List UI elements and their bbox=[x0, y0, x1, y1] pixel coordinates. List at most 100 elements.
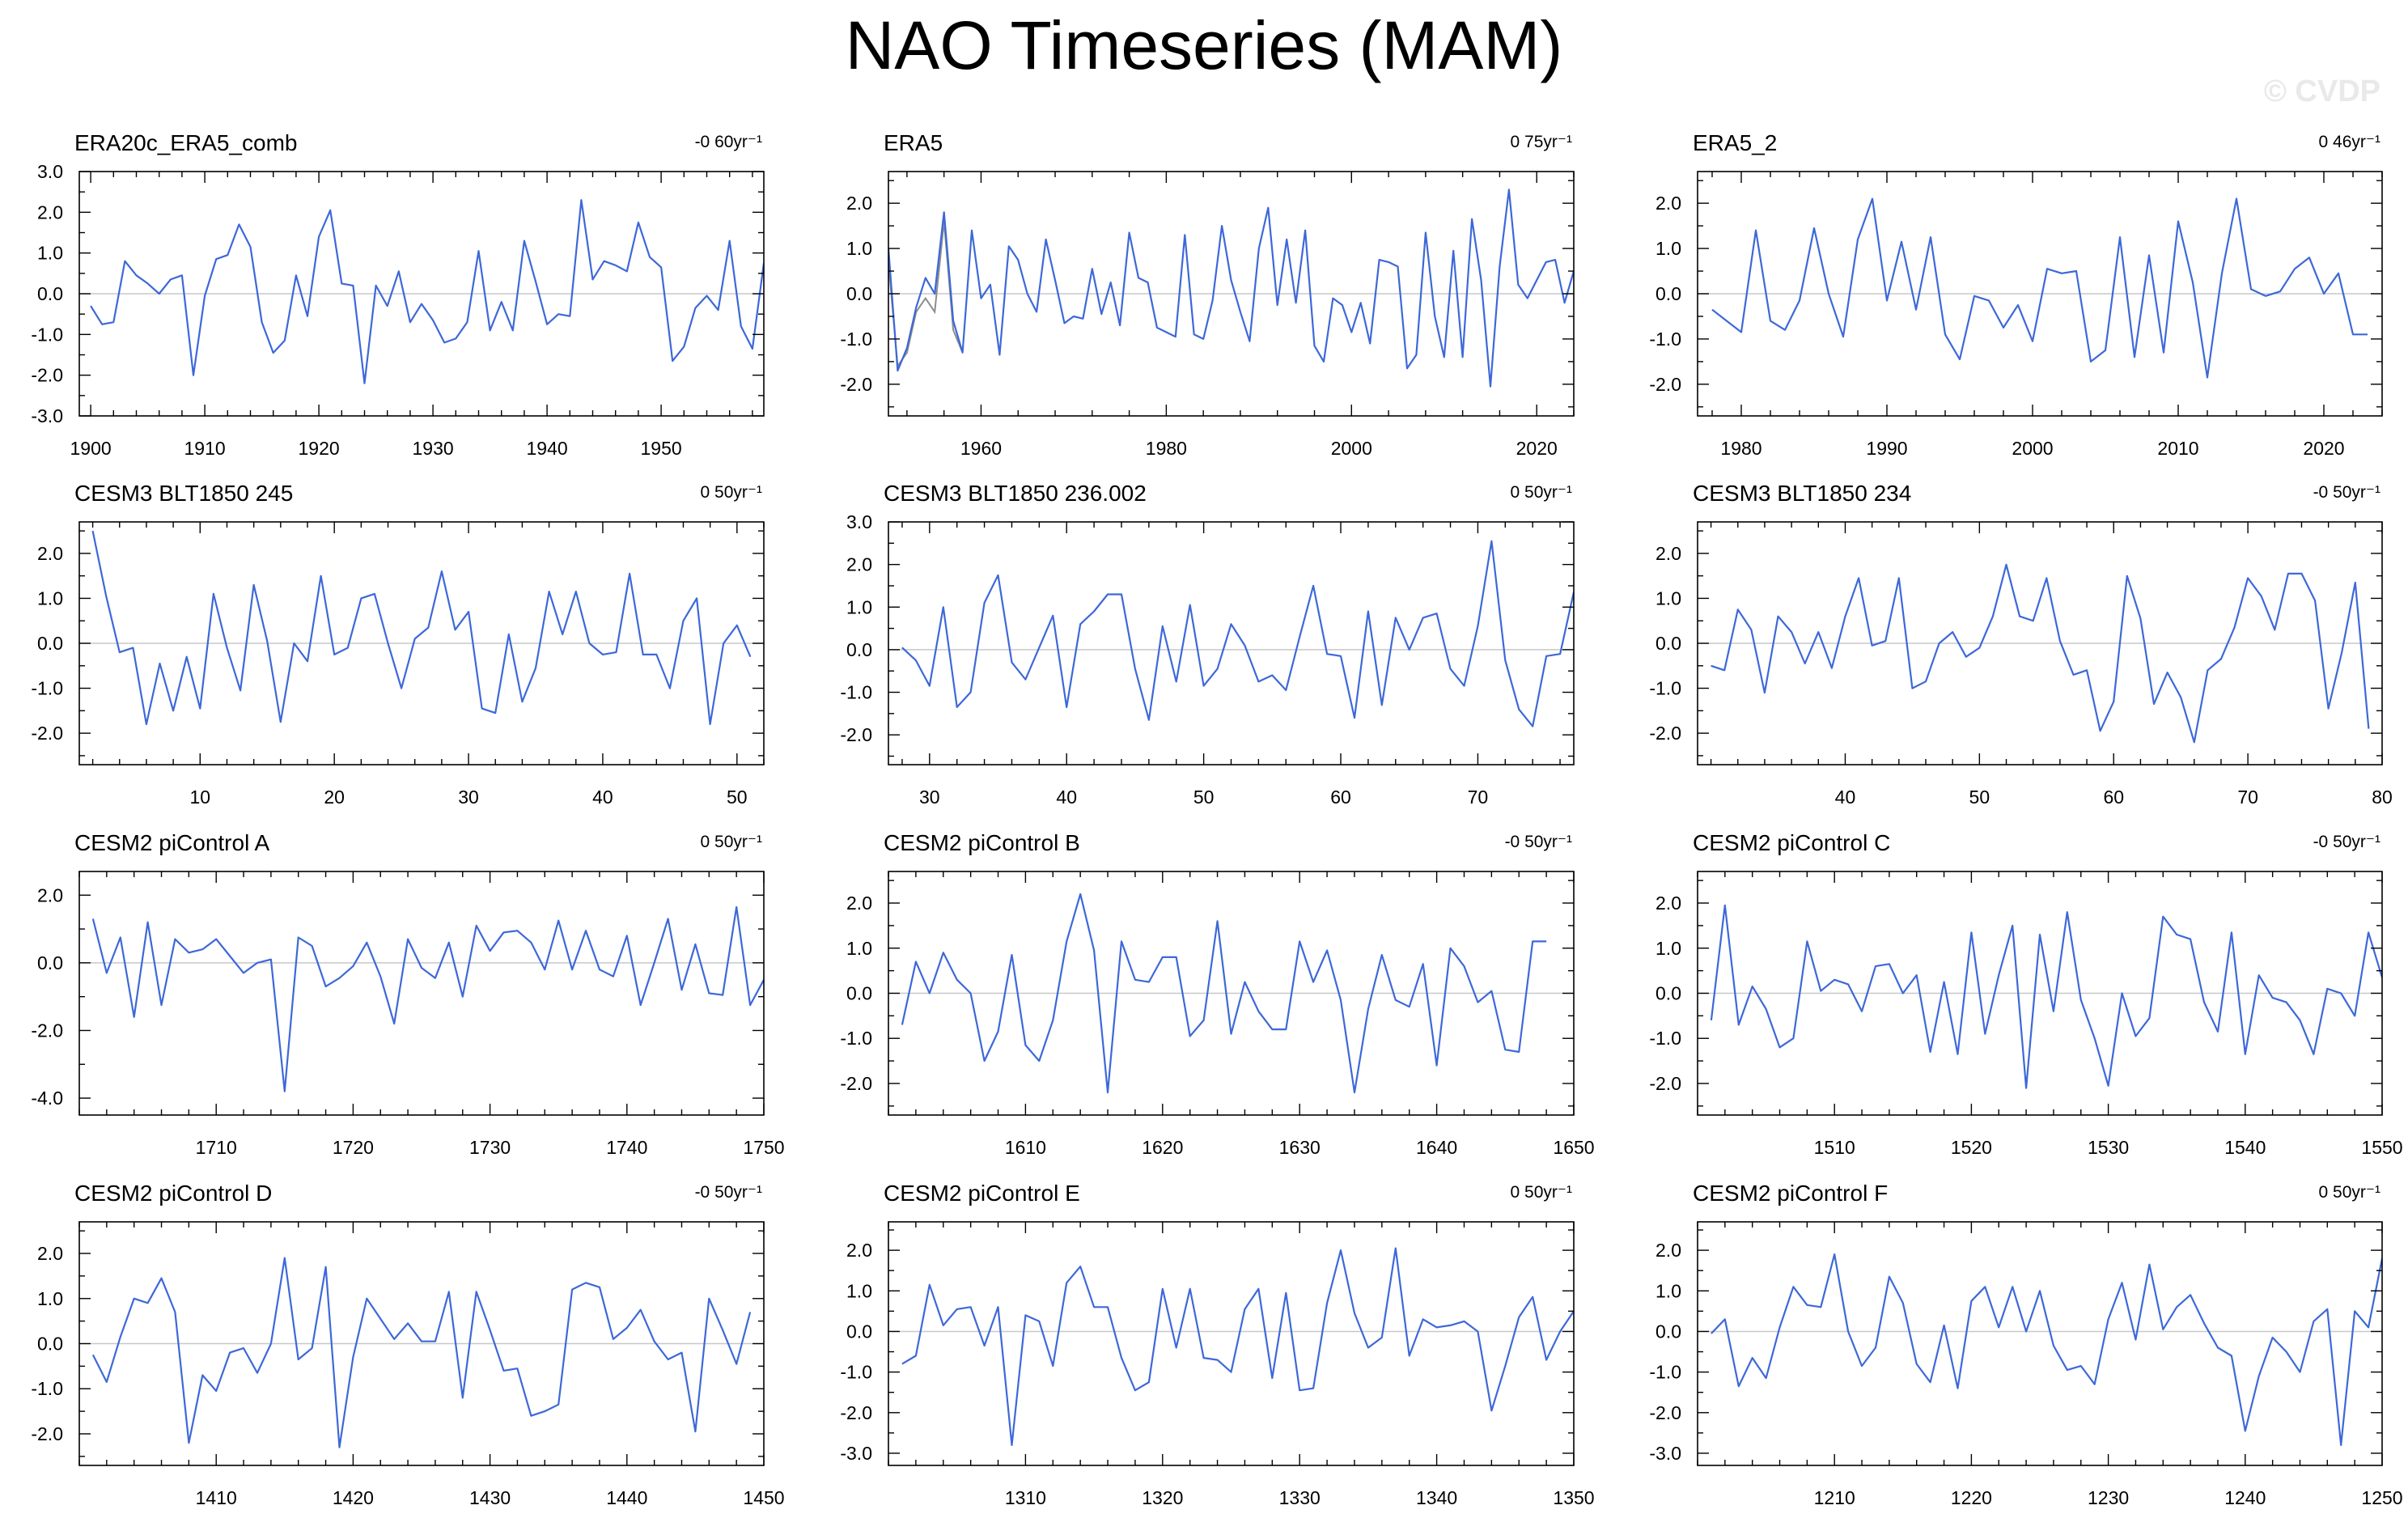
x-tick-label: 1910 bbox=[184, 438, 226, 459]
y-tick-label: 1.0 bbox=[846, 238, 872, 259]
y-tick-label: 2.0 bbox=[1656, 543, 1681, 564]
y-tick-label: -1.0 bbox=[31, 324, 63, 345]
x-tick-label: 1990 bbox=[1866, 438, 1907, 459]
panel-trend: 0 46yr⁻¹ bbox=[2319, 133, 2380, 151]
x-tick-label: 1720 bbox=[333, 1137, 374, 1158]
x-tick-label: 1540 bbox=[2224, 1137, 2266, 1158]
y-tick-label: 3.0 bbox=[37, 161, 63, 182]
y-tick-label: 2.0 bbox=[37, 201, 63, 223]
nao-series-line bbox=[901, 540, 1574, 727]
nao-series-line bbox=[90, 199, 764, 384]
y-tick-label: -4.0 bbox=[31, 1088, 63, 1109]
x-tick-label: 1710 bbox=[196, 1137, 237, 1158]
x-tick-label: 2000 bbox=[1331, 438, 1372, 459]
panel-title: CESM2 piControl D bbox=[74, 1181, 272, 1206]
panel-8: 2.0 1.0 0.0 -1.0 -2.0 1610 1620 1630 1640 1650 CES… bbox=[840, 830, 1594, 1158]
panel-4: 2.0 1.0 0.0 -1.0 -2.0 10 20 30 40 50 CESM3 BLT1850… bbox=[31, 481, 765, 808]
y-tick-label: 2.0 bbox=[846, 193, 872, 214]
panel-5: 3.0 2.0 1.0 0.0 -1.0 -2.0 30 40 50 60 70 CESM3 BLT1… bbox=[840, 481, 1575, 808]
panel-title: CESM2 piControl A bbox=[74, 830, 270, 855]
x-tick-label: 2020 bbox=[1516, 438, 1558, 459]
y-tick-label: -3.0 bbox=[840, 1443, 872, 1464]
panel-trend: -0 50yr⁻¹ bbox=[695, 1183, 762, 1202]
y-tick-label: -2.0 bbox=[31, 1423, 63, 1444]
x-tick-label: 2020 bbox=[2303, 438, 2344, 459]
x-tick-label: 1240 bbox=[2224, 1487, 2266, 1508]
y-tick-label: -2.0 bbox=[1649, 1073, 1681, 1094]
y-tick-label: 1.0 bbox=[846, 938, 872, 959]
panel-trend: 0 50yr⁻¹ bbox=[1511, 483, 1572, 502]
x-tick-label: 50 bbox=[727, 787, 748, 808]
x-tick-label: 1220 bbox=[1951, 1487, 1992, 1508]
x-tick-label: 1630 bbox=[1279, 1137, 1321, 1158]
y-tick-label: 0.0 bbox=[846, 983, 872, 1004]
y-tick-label: 2.0 bbox=[846, 554, 872, 575]
x-tick-label: 1750 bbox=[743, 1137, 784, 1158]
x-tick-label: 2000 bbox=[2012, 438, 2053, 459]
x-tick-label: 1930 bbox=[413, 438, 454, 459]
x-tick-label: 1650 bbox=[1553, 1137, 1594, 1158]
y-tick-label: -2.0 bbox=[1649, 723, 1681, 744]
x-tick-label: 80 bbox=[2372, 787, 2393, 808]
panel-trend: 0 50yr⁻¹ bbox=[701, 483, 762, 502]
panel-trend: -0 60yr⁻¹ bbox=[695, 133, 762, 151]
y-tick-label: -2.0 bbox=[1649, 1402, 1681, 1423]
panel-title: CESM2 piControl B bbox=[884, 830, 1080, 855]
panel-title: CESM2 piControl C bbox=[1693, 830, 1890, 855]
panel-title: CESM2 piControl E bbox=[884, 1181, 1080, 1206]
y-tick-label: 1.0 bbox=[846, 1280, 872, 1301]
x-tick-label: 1550 bbox=[2361, 1137, 2402, 1158]
x-tick-label: 60 bbox=[2103, 787, 2124, 808]
plot-frame bbox=[888, 521, 1575, 765]
panel-trend: -0 50yr⁻¹ bbox=[2313, 833, 2380, 851]
y-tick-label: 0.0 bbox=[1656, 1321, 1681, 1342]
y-tick-label: 0.0 bbox=[846, 283, 872, 304]
y-tick-label: 2.0 bbox=[37, 543, 63, 564]
x-tick-label: 1640 bbox=[1416, 1137, 1457, 1158]
x-tick-label: 1620 bbox=[1142, 1137, 1183, 1158]
x-tick-label: 1920 bbox=[299, 438, 340, 459]
x-tick-label: 60 bbox=[1330, 787, 1351, 808]
panel-title: CESM3 BLT1850 245 bbox=[74, 481, 293, 506]
y-tick-label: 3.0 bbox=[846, 511, 872, 532]
x-tick-label: 1210 bbox=[1814, 1487, 1855, 1508]
y-tick-label: 1.0 bbox=[846, 596, 872, 617]
x-tick-label: 1310 bbox=[1005, 1487, 1046, 1508]
panel-trend: 0 50yr⁻¹ bbox=[701, 833, 762, 851]
y-tick-label: 0.0 bbox=[37, 1334, 63, 1355]
y-tick-label: -1.0 bbox=[840, 1028, 872, 1049]
y-tick-label: 1.0 bbox=[1656, 938, 1681, 959]
y-tick-label: 1.0 bbox=[1656, 587, 1681, 608]
x-tick-label: 30 bbox=[919, 787, 940, 808]
y-tick-label: 1.0 bbox=[37, 587, 63, 608]
nao-series-line bbox=[1710, 904, 2382, 1089]
y-tick-label: -3.0 bbox=[31, 405, 63, 426]
nao-series-line bbox=[91, 905, 764, 1092]
x-tick-label: 50 bbox=[1193, 787, 1215, 808]
y-tick-label: -2.0 bbox=[840, 374, 872, 395]
panel-3: 2.0 1.0 0.0 -1.0 -2.0 1980 1990 2000 2010 2020 ERA… bbox=[1649, 130, 2383, 459]
panel-7: 2.0 0.0 -2.0 -4.0 1710 1720 1730 1740 1750 CESM2 … bbox=[31, 830, 784, 1158]
panel-11: 2.0 1.0 0.0 -1.0 -2.0 -3.0 1310 1320 1330 1340 135… bbox=[840, 1181, 1594, 1508]
x-tick-label: 1320 bbox=[1142, 1487, 1183, 1508]
x-tick-label: 30 bbox=[458, 787, 479, 808]
y-tick-label: -2.0 bbox=[1649, 374, 1681, 395]
y-tick-label: 0.0 bbox=[37, 283, 63, 304]
y-tick-label: 0.0 bbox=[1656, 283, 1681, 304]
panel-title: ERA5 bbox=[884, 130, 943, 155]
y-tick-label: 1.0 bbox=[37, 243, 63, 264]
y-tick-label: 2.0 bbox=[1656, 1240, 1681, 1261]
plot-frame bbox=[78, 871, 765, 1116]
panel-1: 3.0 2.0 1.0 0.0 -1.0 -2.0 -3.0 1900 1910 1920 1930… bbox=[31, 130, 765, 459]
x-tick-label: 1450 bbox=[743, 1487, 784, 1508]
y-tick-label: 0.0 bbox=[846, 639, 872, 660]
x-tick-label: 1940 bbox=[527, 438, 568, 459]
x-tick-label: 1330 bbox=[1279, 1487, 1321, 1508]
nao-series-line bbox=[91, 530, 752, 726]
x-tick-label: 1340 bbox=[1416, 1487, 1457, 1508]
x-tick-label: 1530 bbox=[2088, 1137, 2129, 1158]
y-tick-label: 2.0 bbox=[846, 893, 872, 914]
x-tick-label: 1610 bbox=[1005, 1137, 1046, 1158]
y-tick-label: 1.0 bbox=[37, 1288, 63, 1309]
panel-12: 2.0 1.0 0.0 -1.0 -2.0 -3.0 1210 1220 1230 1240 125… bbox=[1649, 1181, 2402, 1508]
